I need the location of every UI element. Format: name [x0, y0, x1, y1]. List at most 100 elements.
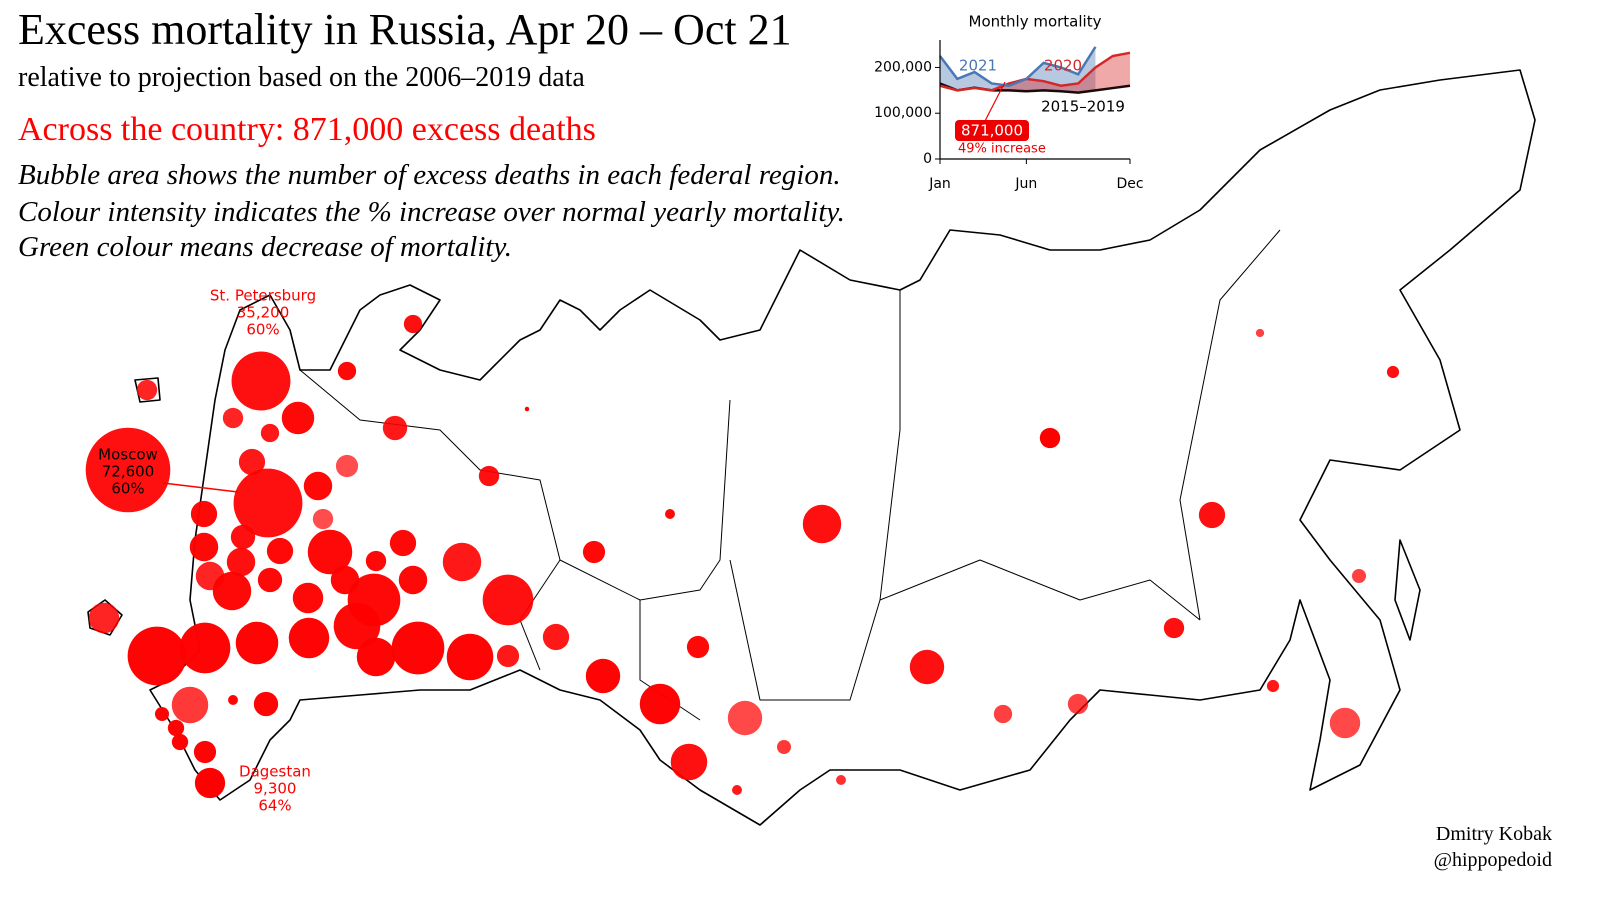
bubble [312, 508, 334, 530]
bubble [639, 683, 681, 725]
y-tick-label: 200,000 [874, 59, 932, 75]
map-outline [87, 69, 1536, 826]
credit: Dmitry Kobak [1436, 823, 1552, 845]
bubble [836, 775, 846, 785]
bubble [382, 415, 408, 441]
bubble [802, 504, 842, 544]
bubble [585, 658, 621, 694]
bubble [442, 542, 482, 582]
bubble [1163, 617, 1185, 639]
annotation: 871,000 [961, 122, 1023, 140]
bubble [478, 465, 500, 487]
bubble-label: 35,200 [237, 304, 290, 322]
bubble [136, 379, 158, 401]
annotation-line [984, 81, 1006, 122]
bubble [307, 529, 353, 575]
y-tick-label: 0 [923, 151, 932, 167]
area [940, 52, 1130, 93]
bubble [257, 567, 283, 593]
bubble [686, 635, 710, 659]
bubble [403, 314, 423, 334]
bubble-label: 60% [111, 480, 144, 498]
bubble [542, 623, 570, 651]
bubble [391, 621, 445, 675]
sakhalin [1394, 539, 1421, 641]
x-tick-label: Jun [1014, 176, 1037, 192]
note: Colour intensity indicates the % increas… [18, 196, 845, 228]
bubble-label: Moscow [98, 446, 158, 464]
bubble [193, 740, 217, 764]
bubble [335, 454, 359, 478]
total-note: Across the country: 871,000 excess death… [18, 111, 596, 148]
bubble [1039, 427, 1061, 449]
bubble [337, 361, 357, 381]
bubble [179, 622, 231, 674]
bubble [88, 602, 120, 634]
bubble [303, 471, 333, 501]
bubble [1067, 693, 1089, 715]
bubble [281, 401, 315, 435]
subtitle: relative to projection based on the 2006… [18, 62, 585, 93]
series-label: 2021 [959, 57, 997, 75]
bubble [365, 550, 387, 572]
bubble [212, 571, 252, 611]
bubble [260, 423, 280, 443]
bubble-label: 72,600 [102, 463, 155, 481]
bubble-label: Dagestan [239, 763, 311, 781]
bubble [1329, 707, 1361, 739]
bubble [482, 574, 534, 626]
region-borders [299, 229, 1281, 721]
bubble [446, 633, 494, 681]
bubble-label: St. Petersburg [210, 287, 316, 305]
bubble [670, 743, 708, 781]
annotation-note: 49% increase [958, 142, 1046, 157]
note: Bubble area shows the number of excess d… [18, 159, 841, 191]
note: Green colour means decrease of mortality… [18, 231, 512, 263]
annotation-box [955, 120, 1029, 141]
bubble [398, 565, 428, 595]
bubble [222, 407, 244, 429]
x-tick-label: Dec [1116, 176, 1143, 192]
area [940, 46, 1096, 93]
bubble-label: 64% [258, 797, 291, 815]
country-border [149, 69, 1536, 826]
bubble [238, 448, 266, 476]
bubble [226, 547, 256, 577]
bubble [194, 767, 226, 799]
series-label: 2015–2019 [1041, 98, 1125, 116]
bubble [154, 706, 170, 722]
x-tick-label: Jan [928, 176, 951, 192]
bubble [231, 351, 291, 411]
bubble [333, 602, 381, 650]
bubble [665, 509, 675, 519]
inset-title: Monthly mortality [969, 13, 1102, 31]
bubble [288, 617, 330, 659]
credit: @hippopedoid [1434, 849, 1552, 871]
leader-line [162, 482, 239, 493]
line [939, 46, 1097, 88]
bubble [228, 695, 238, 705]
bubble-label: 60% [246, 321, 279, 339]
y-tick-label: 100,000 [874, 105, 932, 121]
bubble [292, 582, 324, 614]
bubble [171, 686, 209, 724]
bubble [496, 644, 520, 668]
bubble [1266, 679, 1280, 693]
bubble [230, 524, 256, 550]
bubble [1386, 365, 1400, 379]
bubble [1351, 568, 1367, 584]
bubble [1255, 328, 1265, 338]
bubble [1198, 501, 1226, 529]
inset-chart: Monthly mortality 2015–2019 2020 2021 0 100,0… [874, 13, 1143, 193]
bubble [356, 637, 396, 677]
bubble [582, 540, 606, 564]
bubble [85, 427, 171, 513]
bubble-label: 9,300 [254, 780, 297, 798]
bubble [732, 785, 742, 795]
bubble [127, 626, 187, 686]
bubble [190, 500, 218, 528]
bubble [253, 691, 279, 717]
bubble [189, 532, 219, 562]
bubble [233, 468, 303, 538]
